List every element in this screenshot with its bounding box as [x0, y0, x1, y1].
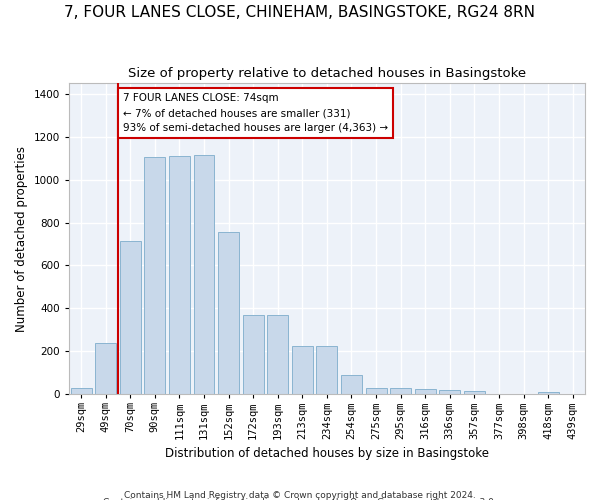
Title: Size of property relative to detached houses in Basingstoke: Size of property relative to detached ho… [128, 68, 526, 80]
Y-axis label: Number of detached properties: Number of detached properties [15, 146, 28, 332]
Bar [390, 388, 411, 394]
Bar [145, 157, 166, 394]
Bar [365, 388, 386, 394]
Text: 7 FOUR LANES CLOSE: 74sqm
← 7% of detached houses are smaller (331)
93% of semi-: 7 FOUR LANES CLOSE: 74sqm ← 7% of detach… [123, 94, 388, 133]
Bar [538, 392, 559, 394]
Bar [194, 155, 214, 394]
Bar [218, 232, 239, 394]
Bar [268, 315, 288, 394]
Bar [120, 241, 141, 394]
Bar [169, 156, 190, 394]
Text: Contains public sector information licensed under the Open Government Licence v3: Contains public sector information licen… [103, 498, 497, 500]
Bar [71, 388, 92, 394]
X-axis label: Distribution of detached houses by size in Basingstoke: Distribution of detached houses by size … [165, 447, 489, 460]
Bar [415, 389, 436, 394]
Bar [316, 346, 337, 394]
Bar [95, 342, 116, 394]
Bar [243, 315, 263, 394]
Bar [464, 391, 485, 394]
Text: Contains HM Land Registry data © Crown copyright and database right 2024.: Contains HM Land Registry data © Crown c… [124, 490, 476, 500]
Bar [341, 375, 362, 394]
Bar [292, 346, 313, 394]
Bar [439, 390, 460, 394]
Text: 7, FOUR LANES CLOSE, CHINEHAM, BASINGSTOKE, RG24 8RN: 7, FOUR LANES CLOSE, CHINEHAM, BASINGSTO… [65, 5, 536, 20]
